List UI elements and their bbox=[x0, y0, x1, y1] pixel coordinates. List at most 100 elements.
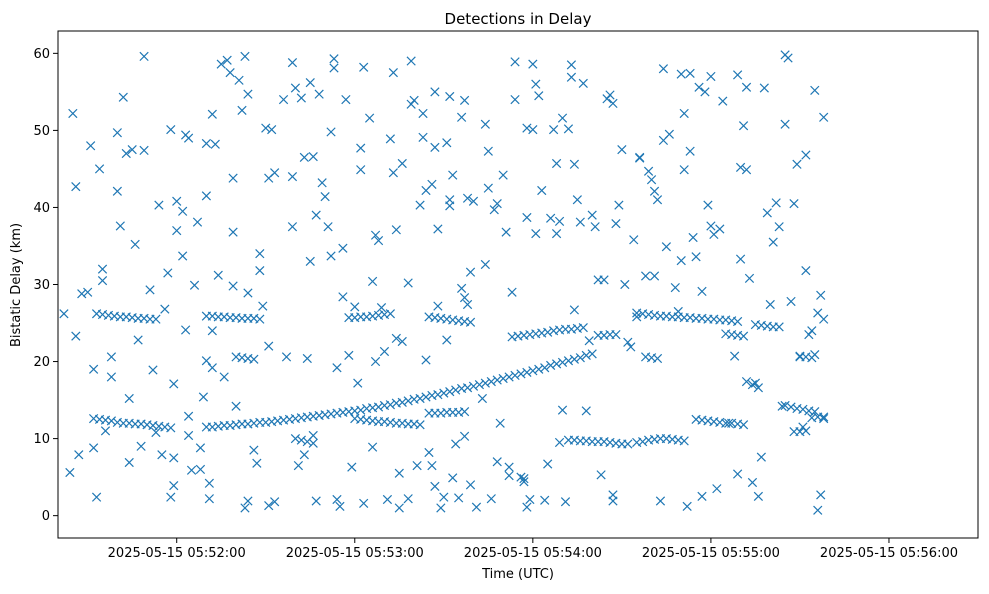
data-point-stroke bbox=[783, 53, 793, 63]
data-point bbox=[697, 286, 707, 297]
data-point-stroke bbox=[359, 498, 369, 508]
data-point bbox=[528, 366, 538, 376]
data-point-stroke bbox=[584, 336, 594, 346]
data-point-stroke bbox=[525, 494, 535, 505]
data-point-stroke bbox=[454, 407, 464, 418]
data-point-stroke bbox=[207, 422, 217, 432]
data-point bbox=[777, 401, 787, 411]
data-point-stroke bbox=[430, 142, 440, 152]
data-point bbox=[397, 397, 407, 408]
data-point-stroke bbox=[676, 69, 686, 79]
data-point bbox=[169, 453, 179, 463]
data-point-stroke bbox=[243, 419, 253, 429]
data-point bbox=[664, 129, 674, 139]
data-point-stroke bbox=[367, 403, 378, 413]
data-point bbox=[614, 200, 624, 210]
data-point-stroke bbox=[531, 229, 541, 239]
data-point bbox=[367, 442, 378, 452]
data-point-stroke bbox=[768, 237, 778, 247]
data-point bbox=[732, 469, 743, 479]
data-point-stroke bbox=[124, 457, 134, 468]
data-point bbox=[819, 314, 829, 324]
data-point-stroke bbox=[415, 393, 425, 404]
data-point bbox=[543, 327, 553, 337]
data-point bbox=[774, 222, 784, 232]
data-point bbox=[326, 251, 336, 261]
data-point bbox=[477, 393, 488, 404]
data-point-stroke bbox=[519, 330, 529, 340]
data-point bbox=[735, 162, 746, 173]
data-point-stroke bbox=[492, 198, 502, 209]
data-point-stroke bbox=[186, 465, 197, 475]
data-point bbox=[557, 357, 568, 367]
data-point-stroke bbox=[753, 383, 764, 393]
data-point bbox=[445, 386, 455, 397]
data-point bbox=[661, 242, 672, 252]
data-point-stroke bbox=[629, 235, 639, 245]
data-point-stroke bbox=[391, 225, 401, 235]
data-point-stroke bbox=[649, 186, 660, 196]
data-point bbox=[219, 372, 229, 382]
data-point-stroke bbox=[433, 301, 443, 311]
data-point-stroke bbox=[744, 273, 755, 283]
data-point-stroke bbox=[293, 460, 304, 471]
data-point bbox=[801, 150, 811, 160]
data-point-stroke bbox=[180, 325, 191, 335]
data-point-stroke bbox=[97, 276, 108, 286]
data-point-stroke bbox=[474, 380, 485, 390]
data-point bbox=[439, 492, 449, 502]
data-point-stroke bbox=[255, 266, 265, 276]
data-point bbox=[534, 364, 544, 374]
data-point bbox=[68, 108, 78, 119]
data-point-stroke bbox=[430, 481, 440, 491]
data-point-stroke bbox=[302, 437, 312, 447]
data-point bbox=[735, 254, 746, 264]
data-point-stroke bbox=[151, 427, 161, 438]
data-point-stroke bbox=[388, 168, 398, 178]
data-point bbox=[290, 433, 301, 444]
data-point-stroke bbox=[91, 492, 102, 502]
data-point bbox=[112, 186, 122, 196]
data-point-stroke bbox=[614, 200, 624, 210]
data-point-stroke bbox=[418, 132, 428, 142]
data-point bbox=[522, 212, 532, 223]
data-point-stroke bbox=[480, 119, 490, 129]
data-point-stroke bbox=[367, 276, 378, 287]
data-point-stroke bbox=[136, 441, 146, 451]
data-point bbox=[178, 206, 188, 216]
data-point bbox=[652, 195, 663, 205]
data-point bbox=[344, 350, 354, 361]
data-point bbox=[528, 125, 538, 135]
data-point-stroke bbox=[456, 283, 467, 293]
data-point-stroke bbox=[465, 267, 476, 277]
data-point-stroke bbox=[465, 317, 476, 327]
data-point bbox=[744, 273, 755, 283]
data-point bbox=[403, 396, 413, 406]
data-point bbox=[789, 198, 799, 209]
data-point-stroke bbox=[581, 406, 591, 416]
data-point bbox=[694, 82, 704, 92]
data-point-stroke bbox=[451, 439, 461, 449]
data-point-stroke bbox=[145, 285, 155, 295]
data-point-stroke bbox=[448, 473, 458, 483]
data-point-stroke bbox=[296, 435, 306, 445]
data-point bbox=[228, 281, 238, 291]
data-point-stroke bbox=[97, 264, 108, 274]
data-point bbox=[448, 170, 458, 180]
data-point bbox=[540, 363, 550, 373]
data-point bbox=[163, 268, 173, 278]
data-point bbox=[456, 112, 467, 122]
data-point bbox=[804, 329, 814, 340]
data-point-stroke bbox=[379, 400, 390, 411]
data-point bbox=[706, 71, 716, 82]
data-point-stroke bbox=[510, 94, 520, 105]
data-point-stroke bbox=[735, 254, 746, 264]
data-point bbox=[329, 54, 339, 64]
data-point-stroke bbox=[169, 480, 179, 491]
data-point bbox=[157, 450, 167, 460]
data-point-stroke bbox=[183, 430, 194, 441]
data-point-stroke bbox=[344, 350, 354, 361]
data-point-stroke bbox=[362, 403, 372, 414]
data-point-stroke bbox=[409, 394, 419, 404]
data-point-stroke bbox=[172, 225, 182, 236]
